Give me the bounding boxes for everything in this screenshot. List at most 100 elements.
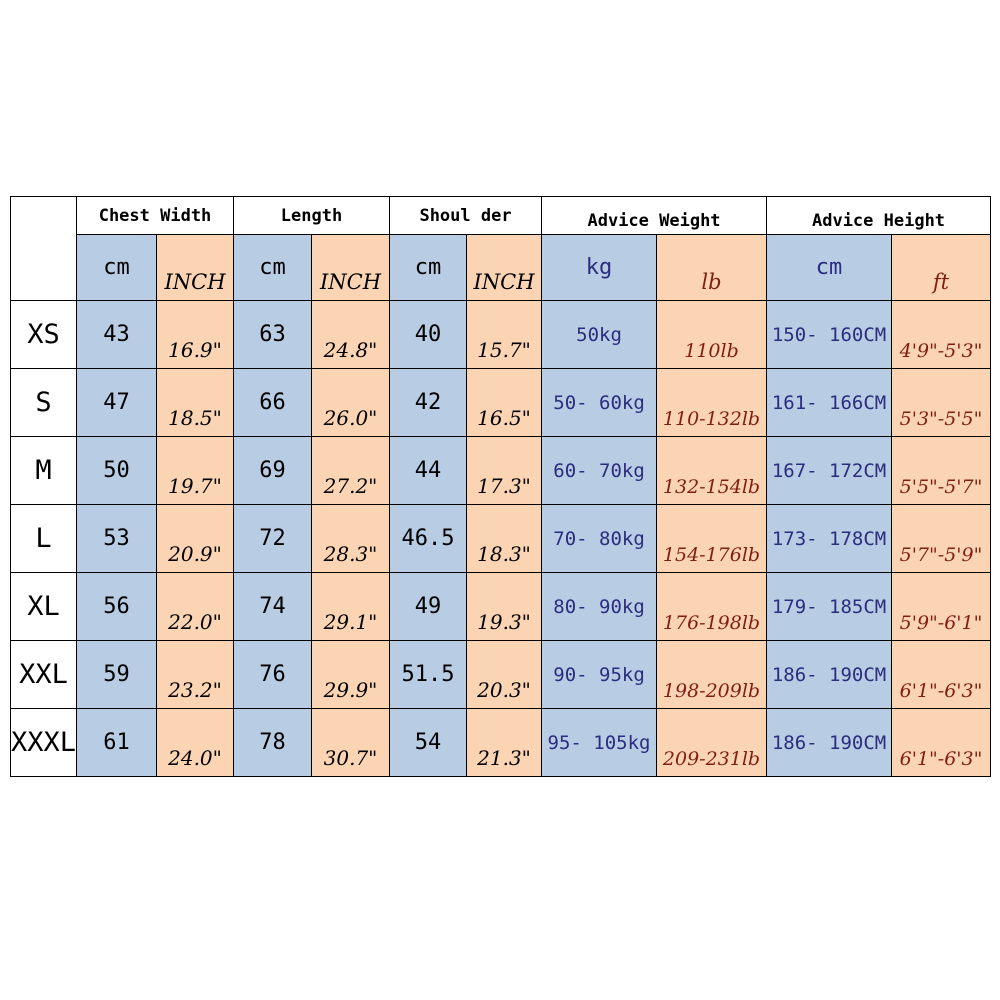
table-row-xl: XL 56 22.0" 74 29.1" 49 19.3" 80- 90kg 1… [10, 572, 992, 641]
shoulder-cm-cell: 40 [389, 300, 468, 369]
weight-lb-cell: 110-132lb [656, 368, 768, 437]
weight-lb-cell: 132-154lb [656, 436, 768, 505]
unit-height-ft: ft [891, 234, 992, 301]
unit-shoulder-cm: cm [389, 234, 468, 301]
length-inch-cell: 29.1" [310, 572, 391, 641]
length-inch-cell: 30.7" [310, 708, 391, 777]
unit-weight-lb: lb [656, 234, 768, 301]
height-ft-cell: 6'1"-6'3" [891, 640, 992, 709]
length-cm-cell: 69 [233, 436, 312, 505]
length-inch-cell: 24.8" [310, 300, 391, 369]
weight-kg-cell: 70- 80kg [541, 504, 658, 573]
length-inch-cell: 26.0" [310, 368, 391, 437]
height-cm-cell: 186- 190CM [766, 640, 893, 709]
height-cm-cell: 167- 172CM [766, 436, 893, 505]
table-row-xxxl: XXXL 61 24.0" 78 30.7" 54 21.3" 95- 105k… [10, 708, 992, 777]
weight-lb-cell: 110lb [656, 300, 768, 369]
height-ft-cell: 5'3"-5'5" [891, 368, 992, 437]
unit-length-inch: INCH [310, 234, 391, 301]
col-group-length: Length [232, 196, 391, 235]
weight-kg-cell: 50kg [541, 300, 658, 369]
chest-cm-cell: 53 [76, 504, 157, 573]
height-ft-cell: 6'1"-6'3" [891, 708, 992, 777]
length-inch-cell: 27.2" [310, 436, 391, 505]
height-ft-cell: 4'9"-5'3" [891, 300, 992, 369]
unit-weight-kg: kg [541, 234, 658, 301]
height-ft-cell: 5'9"-6'1" [891, 572, 992, 641]
corner-cell [10, 196, 77, 301]
col-group-shoulder: Shoul der [389, 196, 543, 235]
shoulder-inch-cell: 21.3" [466, 708, 543, 777]
weight-kg-cell: 95- 105kg [541, 708, 658, 777]
column-group-header-row: Chest Width Length Shoul der Advice Weig… [10, 196, 992, 301]
chest-cm-cell: 50 [76, 436, 157, 505]
chest-cm-cell: 59 [76, 640, 157, 709]
length-cm-cell: 63 [233, 300, 312, 369]
length-cm-cell: 66 [233, 368, 312, 437]
unit-height-cm: cm [766, 234, 893, 301]
shoulder-inch-cell: 18.3" [466, 504, 543, 573]
table-row-s: S 47 18.5" 66 26.0" 42 16.5" 50- 60kg 11… [10, 368, 992, 437]
table-row-m: M 50 19.7" 69 27.2" 44 17.3" 60- 70kg 13… [10, 436, 992, 505]
height-cm-cell: 173- 178CM [766, 504, 893, 573]
col-group-chest-width: Chest Width [76, 196, 234, 235]
col-group-advice-height: Advice Height [766, 196, 992, 235]
size-label: XL [10, 572, 77, 641]
shoulder-cm-cell: 49 [389, 572, 468, 641]
shoulder-cm-cell: 51.5 [389, 640, 468, 709]
height-cm-cell: 179- 185CM [766, 572, 893, 641]
length-inch-cell: 28.3" [310, 504, 391, 573]
shoulder-cm-cell: 54 [389, 708, 468, 777]
length-cm-cell: 74 [233, 572, 312, 641]
weight-kg-cell: 80- 90kg [541, 572, 658, 641]
col-group-advice-weight: Advice Weight [541, 196, 768, 235]
chest-inch-cell: 20.9" [156, 504, 234, 573]
weight-kg-cell: 90- 95kg [541, 640, 658, 709]
size-label: L [10, 504, 77, 573]
table-row-l: L 53 20.9" 72 28.3" 46.5 18.3" 70- 80kg … [10, 504, 992, 573]
shoulder-inch-cell: 16.5" [466, 368, 543, 437]
size-label: XXL [10, 640, 77, 709]
shoulder-cm-cell: 42 [389, 368, 468, 437]
size-label: XXXL [10, 708, 77, 777]
chest-cm-cell: 61 [76, 708, 157, 777]
chest-cm-cell: 43 [76, 300, 157, 369]
shoulder-inch-cell: 15.7" [466, 300, 543, 369]
chest-inch-cell: 18.5" [156, 368, 234, 437]
height-cm-cell: 186- 190CM [766, 708, 893, 777]
chest-inch-cell: 22.0" [156, 572, 234, 641]
height-cm-cell: 150- 160CM [766, 300, 893, 369]
length-cm-cell: 78 [233, 708, 312, 777]
length-cm-cell: 76 [233, 640, 312, 709]
unit-chest-cm: cm [76, 234, 157, 301]
weight-lb-cell: 154-176lb [656, 504, 768, 573]
chest-inch-cell: 16.9" [156, 300, 234, 369]
table-row-xs: XS 43 16.9" 63 24.8" 40 15.7" 50kg 110lb… [10, 300, 992, 369]
unit-shoulder-inch: INCH [466, 234, 543, 301]
length-inch-cell: 29.9" [310, 640, 391, 709]
weight-lb-cell: 176-198lb [656, 572, 768, 641]
chest-inch-cell: 19.7" [156, 436, 234, 505]
size-label: M [10, 436, 77, 505]
table-row-xxl: XXL 59 23.2" 76 29.9" 51.5 20.3" 90- 95k… [10, 640, 992, 709]
height-cm-cell: 161- 166CM [766, 368, 893, 437]
height-ft-cell: 5'7"-5'9" [891, 504, 992, 573]
unit-header-row: cm INCH cm INCH cm INCH kg lb cm ft [11, 234, 992, 301]
height-ft-cell: 5'5"-5'7" [891, 436, 992, 505]
chest-inch-cell: 23.2" [156, 640, 234, 709]
weight-lb-cell: 209-231lb [656, 708, 768, 777]
chest-cm-cell: 47 [76, 368, 157, 437]
weight-lb-cell: 198-209lb [656, 640, 768, 709]
unit-chest-inch: INCH [156, 234, 234, 301]
shoulder-inch-cell: 20.3" [466, 640, 543, 709]
chest-inch-cell: 24.0" [156, 708, 234, 777]
unit-length-cm: cm [233, 234, 312, 301]
chest-cm-cell: 56 [76, 572, 157, 641]
shoulder-cm-cell: 44 [389, 436, 468, 505]
shoulder-inch-cell: 19.3" [466, 572, 543, 641]
shoulder-inch-cell: 17.3" [466, 436, 543, 505]
weight-kg-cell: 60- 70kg [541, 436, 658, 505]
shoulder-cm-cell: 46.5 [389, 504, 468, 573]
size-chart-table: Chest Width Length Shoul der Advice Weig… [10, 196, 992, 777]
